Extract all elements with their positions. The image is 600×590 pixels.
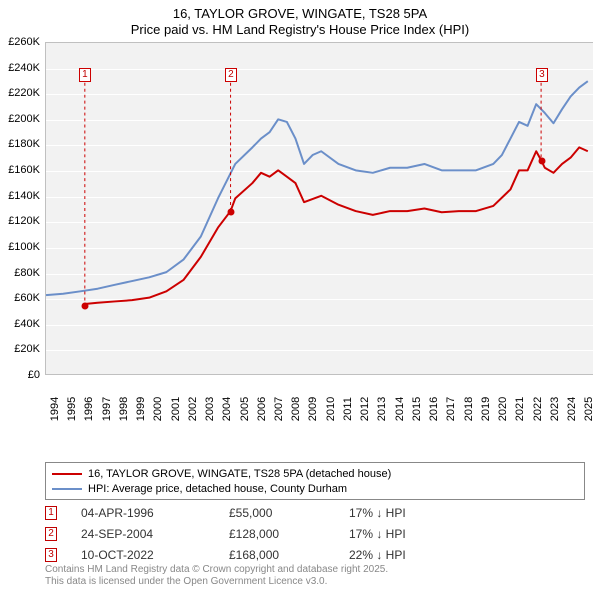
- x-tick-label: 2017: [445, 397, 457, 421]
- x-tick-label: 2001: [170, 397, 182, 421]
- sales-date: 24-SEP-2004: [81, 527, 229, 541]
- series-price_paid: [85, 147, 588, 304]
- sales-marker: 1: [45, 506, 57, 520]
- x-tick-label: 2015: [411, 397, 423, 421]
- x-tick-label: 2005: [239, 397, 251, 421]
- x-tick-label: 1998: [118, 397, 130, 421]
- sales-diff: 22% ↓ HPI: [349, 548, 479, 562]
- y-tick-label: £60K: [14, 292, 40, 304]
- x-tick-label: 2018: [463, 397, 475, 421]
- x-tick-label: 2000: [152, 397, 164, 421]
- y-axis: £0£20K£40K£60K£80K£100K£120K£140K£160K£1…: [0, 42, 42, 375]
- x-tick-label: 2024: [566, 397, 578, 421]
- sales-date: 04-APR-1996: [81, 506, 229, 520]
- sale-marker-box: 3: [536, 68, 548, 82]
- chart-container: 16, TAYLOR GROVE, WINGATE, TS28 5PA Pric…: [0, 0, 600, 590]
- x-tick-label: 2010: [325, 397, 337, 421]
- y-tick-label: £200K: [8, 113, 40, 125]
- x-tick-label: 2008: [290, 397, 302, 421]
- title-block: 16, TAYLOR GROVE, WINGATE, TS28 5PA Pric…: [0, 0, 600, 39]
- x-tick-label: 2022: [532, 397, 544, 421]
- chart-region: 1 2 3 £0 £20K £40K £60K £80K £100K £120K £140K £16…: [0, 42, 600, 422]
- x-tick-label: 2004: [221, 397, 233, 421]
- y-tick-label: £100K: [8, 241, 40, 253]
- legend-label: 16, TAYLOR GROVE, WINGATE, TS28 5PA (det…: [88, 468, 391, 480]
- x-tick-label: 2023: [549, 397, 561, 421]
- x-axis: 1994 1995 1996 1997 1998 1999 2000 2001 2002 2003…: [45, 379, 593, 419]
- x-tick-label: 2007: [273, 397, 285, 421]
- x-tick-label: 2019: [480, 397, 492, 421]
- y-tick-label: £140K: [8, 190, 40, 202]
- legend-swatch: [52, 473, 82, 475]
- y-tick-label: £240K: [8, 62, 40, 74]
- y-tick-label: £20K: [14, 343, 40, 355]
- x-tick-label: 2025: [583, 397, 595, 421]
- title-address: 16, TAYLOR GROVE, WINGATE, TS28 5PA: [0, 6, 600, 22]
- legend-swatch: [52, 488, 82, 490]
- y-tick-label: £180K: [8, 138, 40, 150]
- sales-table: 1 04-APR-1996£55,00017% ↓ HPI 2 24-SEP-2004…: [45, 502, 479, 565]
- y-tick-label: £260K: [8, 36, 40, 48]
- sales-price: £55,000: [229, 506, 349, 520]
- sales-diff: 17% ↓ HPI: [349, 506, 479, 520]
- x-tick-label: 1995: [66, 397, 78, 421]
- title-subtitle: Price paid vs. HM Land Registry's House …: [0, 22, 600, 38]
- sales-marker: 2: [45, 527, 57, 541]
- x-tick-label: 2002: [187, 397, 199, 421]
- x-tick-label: 2016: [428, 397, 440, 421]
- x-tick-label: 2006: [256, 397, 268, 421]
- x-tick-label: 2009: [307, 397, 319, 421]
- attribution-line1: Contains HM Land Registry data © Crown c…: [45, 564, 388, 576]
- x-tick-label: 2011: [342, 397, 354, 421]
- attribution-line2: This data is licensed under the Open Gov…: [45, 576, 388, 588]
- x-tick-label: 1997: [101, 397, 113, 421]
- series-hpi: [46, 81, 588, 295]
- sales-row: 3 10-OCT-2022£168,00022% ↓ HPI: [45, 544, 479, 565]
- attribution: Contains HM Land Registry data © Crown c…: [45, 564, 388, 588]
- x-tick-label: 2013: [376, 397, 388, 421]
- sales-date: 10-OCT-2022: [81, 548, 229, 562]
- sale-marker-dot: [81, 302, 88, 309]
- x-tick-label: 2020: [497, 397, 509, 421]
- sales-price: £128,000: [229, 527, 349, 541]
- sales-row: 1 04-APR-1996£55,00017% ↓ HPI: [45, 502, 479, 523]
- y-tick-label: £80K: [14, 267, 40, 279]
- sales-marker: 3: [45, 548, 57, 562]
- y-tick-label: £220K: [8, 87, 40, 99]
- y-tick-label: £0: [28, 369, 40, 381]
- x-tick-label: 2014: [394, 397, 406, 421]
- legend-row: HPI: Average price, detached house, Coun…: [52, 481, 578, 496]
- sale-marker-dot: [227, 209, 234, 216]
- sales-row: 2 24-SEP-2004£128,00017% ↓ HPI: [45, 523, 479, 544]
- x-tick-label: 1994: [49, 397, 61, 421]
- y-tick-label: £120K: [8, 215, 40, 227]
- plot-area: 1 2 3: [45, 42, 593, 375]
- sale-marker-dot: [538, 157, 545, 164]
- y-tick-label: £160K: [8, 164, 40, 176]
- y-tick-label: £40K: [14, 318, 40, 330]
- x-tick-label: 1996: [83, 397, 95, 421]
- x-tick-label: 2012: [359, 397, 371, 421]
- x-tick-label: 1999: [135, 397, 147, 421]
- legend: 16, TAYLOR GROVE, WINGATE, TS28 5PA (det…: [45, 462, 585, 500]
- sales-price: £168,000: [229, 548, 349, 562]
- sale-marker-box: 1: [79, 68, 91, 82]
- legend-row: 16, TAYLOR GROVE, WINGATE, TS28 5PA (det…: [52, 466, 578, 481]
- chart-lines: [46, 43, 593, 374]
- x-tick-label: 2021: [514, 397, 526, 421]
- sales-diff: 17% ↓ HPI: [349, 527, 479, 541]
- sale-marker-box: 2: [225, 68, 237, 82]
- x-tick-label: 2003: [204, 397, 216, 421]
- legend-label: HPI: Average price, detached house, Coun…: [88, 483, 347, 495]
